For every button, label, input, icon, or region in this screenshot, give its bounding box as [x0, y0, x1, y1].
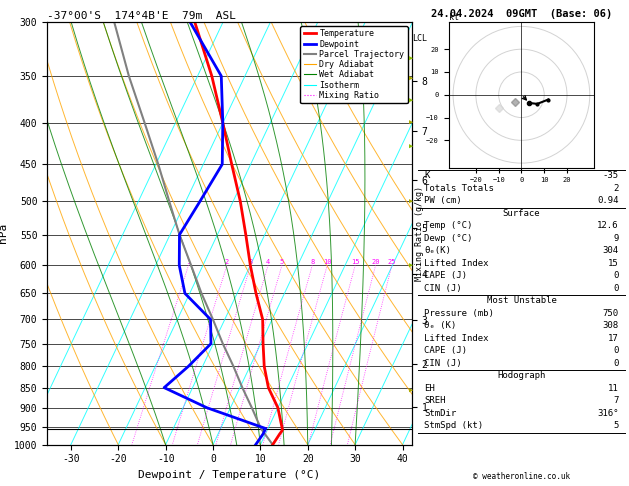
Text: 15: 15 — [351, 260, 359, 265]
Text: CAPE (J): CAPE (J) — [425, 347, 467, 355]
Text: ▶: ▶ — [409, 120, 413, 126]
Text: 20: 20 — [371, 260, 380, 265]
Text: ▶: ▶ — [409, 56, 413, 62]
Text: EH: EH — [425, 384, 435, 393]
Text: 12.6: 12.6 — [597, 222, 618, 230]
Text: Surface: Surface — [503, 209, 540, 218]
Text: Dewp (°C): Dewp (°C) — [425, 234, 473, 243]
Text: Temp (°C): Temp (°C) — [425, 222, 473, 230]
Legend: Temperature, Dewpoint, Parcel Trajectory, Dry Adiabat, Wet Adiabat, Isotherm, Mi: Temperature, Dewpoint, Parcel Trajectory… — [300, 26, 408, 103]
Text: 7: 7 — [613, 397, 618, 405]
Text: 25: 25 — [387, 260, 396, 265]
Text: 24.04.2024  09GMT  (Base: 06): 24.04.2024 09GMT (Base: 06) — [431, 9, 612, 19]
Text: 0.94: 0.94 — [597, 196, 618, 206]
Text: © weatheronline.co.uk: © weatheronline.co.uk — [473, 472, 570, 481]
Text: ▶: ▶ — [409, 198, 413, 204]
Text: -37°00'S  174°4B'E  79m  ASL: -37°00'S 174°4B'E 79m ASL — [47, 11, 236, 21]
Text: 8: 8 — [310, 260, 314, 265]
Text: 17: 17 — [608, 334, 618, 343]
Text: K: K — [425, 172, 430, 180]
Text: Totals Totals: Totals Totals — [425, 184, 494, 193]
Text: Hodograph: Hodograph — [498, 371, 545, 381]
Text: 2: 2 — [613, 184, 618, 193]
Text: ▶: ▶ — [409, 97, 413, 103]
Text: 10: 10 — [323, 260, 331, 265]
Text: Pressure (mb): Pressure (mb) — [425, 309, 494, 318]
Text: 2: 2 — [225, 260, 229, 265]
Text: SREH: SREH — [425, 397, 446, 405]
Text: θₑ(K): θₑ(K) — [425, 246, 452, 256]
Text: CIN (J): CIN (J) — [425, 284, 462, 293]
Text: StmSpd (kt): StmSpd (kt) — [425, 421, 484, 431]
Text: 0: 0 — [613, 347, 618, 355]
Text: θₑ (K): θₑ (K) — [425, 321, 457, 330]
Text: ▶: ▶ — [409, 144, 413, 150]
Text: StmDir: StmDir — [425, 409, 457, 418]
Text: 11: 11 — [608, 384, 618, 393]
Text: 0: 0 — [613, 359, 618, 368]
Text: LCL: LCL — [412, 34, 427, 43]
Text: 750: 750 — [603, 309, 618, 318]
Text: -35: -35 — [603, 172, 618, 180]
Text: Mixing Ratio (g/kg): Mixing Ratio (g/kg) — [415, 186, 424, 281]
Text: PW (cm): PW (cm) — [425, 196, 462, 206]
Y-axis label: hPa: hPa — [0, 223, 8, 243]
Text: 5: 5 — [613, 421, 618, 431]
Text: 5: 5 — [280, 260, 284, 265]
X-axis label: Dewpoint / Temperature (°C): Dewpoint / Temperature (°C) — [138, 470, 321, 480]
Text: 15: 15 — [608, 259, 618, 268]
Text: 3: 3 — [248, 260, 253, 265]
Text: 9: 9 — [613, 234, 618, 243]
Text: ▶: ▶ — [409, 262, 413, 268]
Text: 308: 308 — [603, 321, 618, 330]
Text: CAPE (J): CAPE (J) — [425, 271, 467, 280]
Text: Lifted Index: Lifted Index — [425, 259, 489, 268]
Text: 1: 1 — [186, 260, 191, 265]
Text: Most Unstable: Most Unstable — [486, 296, 557, 305]
Text: ▶: ▶ — [409, 76, 413, 82]
Text: 0: 0 — [613, 284, 618, 293]
Text: Lifted Index: Lifted Index — [425, 334, 489, 343]
Text: ▶: ▶ — [409, 387, 413, 394]
Text: kt: kt — [448, 13, 459, 22]
Text: 304: 304 — [603, 246, 618, 256]
Text: 316°: 316° — [597, 409, 618, 418]
Text: CIN (J): CIN (J) — [425, 359, 462, 368]
Text: 0: 0 — [613, 271, 618, 280]
Text: 4: 4 — [266, 260, 270, 265]
